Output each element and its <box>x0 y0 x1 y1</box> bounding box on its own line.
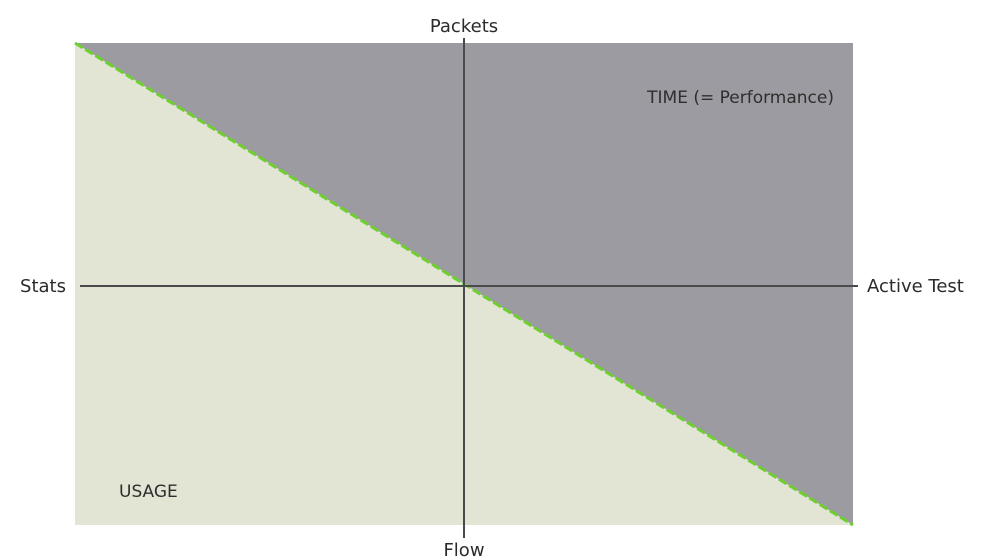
axis-label-bottom: Flow <box>443 540 484 558</box>
axis-label-right: Active Test <box>867 276 964 297</box>
axis-label-top: Packets <box>430 16 498 37</box>
region-label-time: TIME (= Performance) <box>646 88 834 108</box>
region-label-usage: USAGE <box>119 482 178 502</box>
axis-label-left: Stats <box>20 276 66 297</box>
